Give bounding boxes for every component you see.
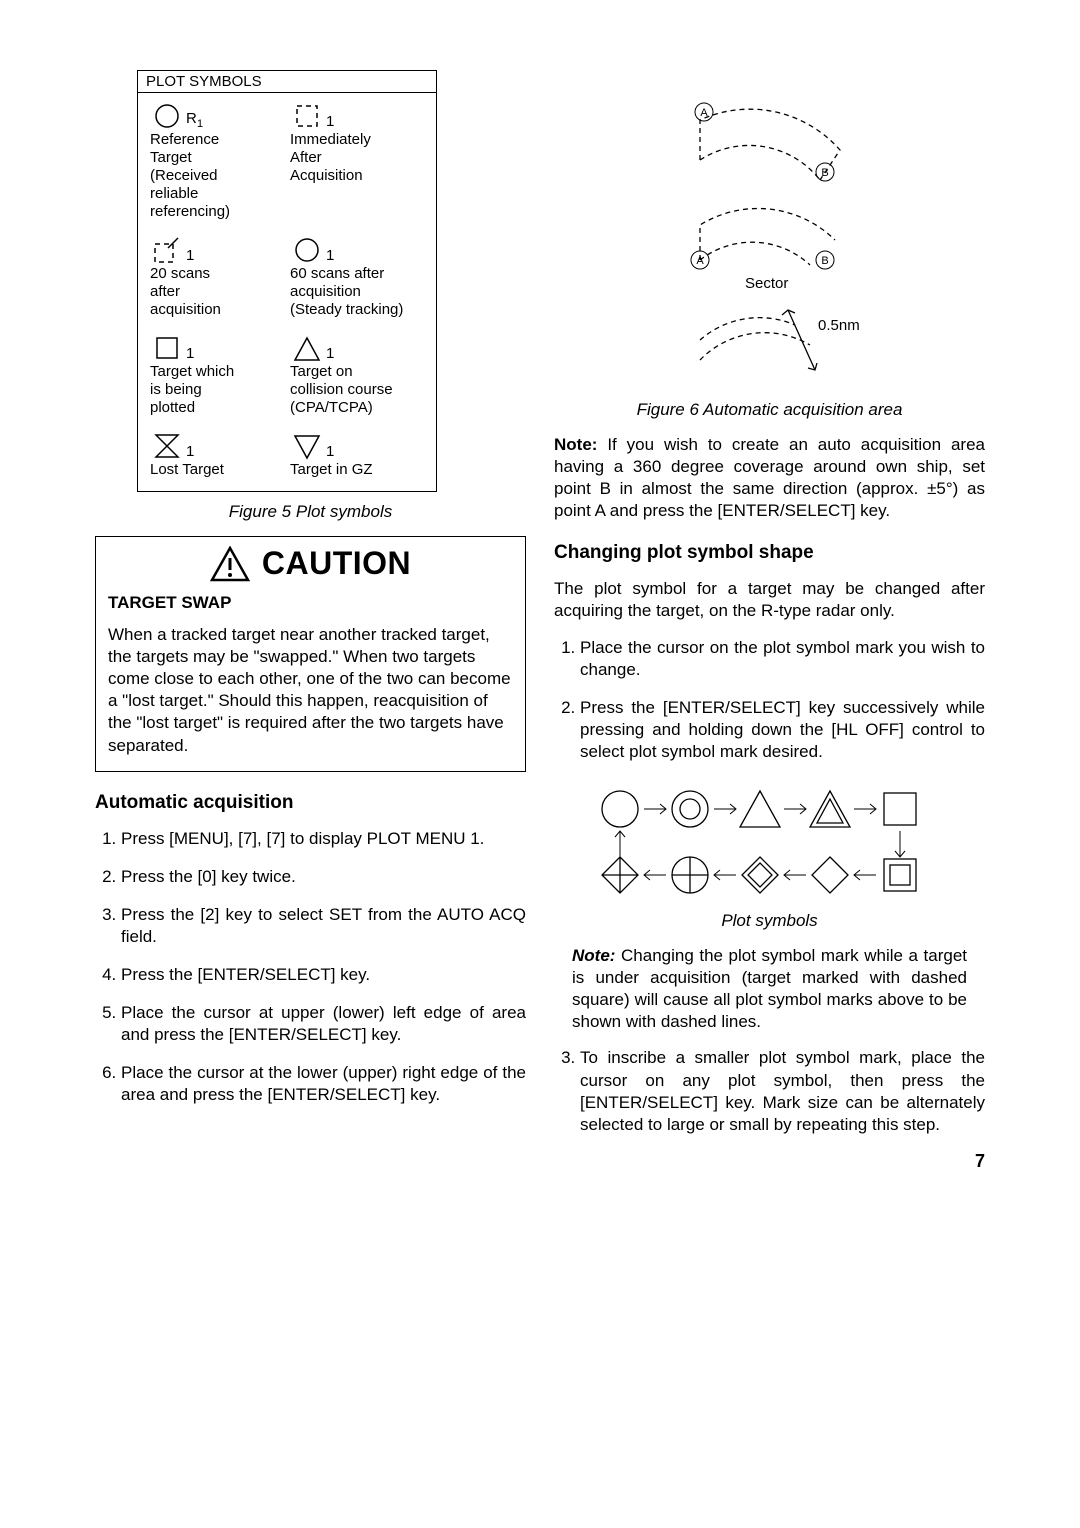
- changing-heading: Changing plot symbol shape: [554, 542, 985, 564]
- note-360: Note: If you wish to create an auto acqu…: [554, 434, 985, 522]
- figure5-caption: Figure 5 Plot symbols: [95, 502, 526, 522]
- sector-label: Sector: [745, 275, 788, 292]
- list-item: Place the cursor at the lower (upper) ri…: [121, 1062, 526, 1106]
- sym-sub: 1: [326, 345, 334, 363]
- list-item: Press the [ENTER/SELECT] key successivel…: [580, 697, 985, 763]
- list-item: Press the [ENTER/SELECT] key.: [121, 964, 526, 986]
- caution-subtitle: TARGET SWAP: [108, 592, 513, 614]
- list-item: Place the cursor at upper (lower) left e…: [121, 1002, 526, 1046]
- changing-note: Note: Changing the plot symbol mark whil…: [572, 945, 967, 1033]
- warning-icon: [210, 546, 250, 582]
- changing-intro: The plot symbol for a target may be chan…: [554, 578, 985, 622]
- plot-cell: 1 Lost Target: [150, 431, 284, 479]
- svg-text:B: B: [821, 255, 828, 267]
- list-item: Press [MENU], [7], [7] to display PLOT M…: [121, 828, 526, 850]
- caution-title: CAUTION: [262, 545, 411, 582]
- sym-sub: 1: [326, 443, 334, 461]
- changing-steps-b: To inscribe a smaller plot symbol mark, …: [554, 1047, 985, 1135]
- dashed-square-vec-icon: [150, 235, 184, 265]
- circle-icon: [150, 101, 184, 131]
- plot-symbols-sequence: Plot symbols: [572, 779, 967, 931]
- plot-symbols-table: PLOT SYMBOLS R1 ReferenceTarget(Received…: [137, 70, 437, 492]
- hourglass-icon: [150, 431, 184, 461]
- auto-acq-steps: Press [MENU], [7], [7] to display PLOT M…: [95, 828, 526, 1107]
- plot-cell: 1 Target in GZ: [290, 431, 424, 479]
- sym-sub: 1: [186, 345, 194, 363]
- plot-cell: 1 ImmediatelyAfterAcquisition: [290, 101, 424, 221]
- plot-cell: 1 Target oncollision course(CPA/TCPA): [290, 333, 424, 417]
- auto-acq-heading: Automatic acquisition: [95, 792, 526, 814]
- list-item: Press the [0] key twice.: [121, 866, 526, 888]
- plot-symbols-title: PLOT SYMBOLS: [138, 71, 436, 93]
- sym-sub: 1: [186, 443, 194, 461]
- svg-text:B: B: [821, 167, 828, 179]
- plot-cell: 1 20 scansafteracquisition: [150, 235, 284, 319]
- list-item: To inscribe a smaller plot symbol mark, …: [580, 1047, 985, 1135]
- svg-text:A: A: [696, 255, 704, 267]
- page-number: 7: [975, 1151, 985, 1172]
- sym-sub: 1: [186, 247, 194, 265]
- seq-caption: Plot symbols: [572, 911, 967, 931]
- plot-cell: R1 ReferenceTarget(Receivedreliablerefer…: [150, 101, 284, 221]
- plot-cell: 1 60 scans afteracquisition(Steady track…: [290, 235, 424, 319]
- changing-steps-a: Place the cursor on the plot symbol mark…: [554, 637, 985, 763]
- triangle-down-icon: [290, 431, 324, 461]
- figure6: A B A B Sector 0.5nm: [554, 70, 985, 390]
- halfnm-label: 0.5nm: [818, 317, 860, 334]
- caution-body: When a tracked target near another track…: [108, 624, 513, 757]
- plot-cell: 1 Target whichis beingplotted: [150, 333, 284, 417]
- figure6-caption: Figure 6 Automatic acquisition area: [554, 400, 985, 420]
- caution-box: CAUTION TARGET SWAP When a tracked targe…: [95, 536, 526, 772]
- square-icon: [150, 333, 184, 363]
- svg-text:A: A: [700, 107, 708, 119]
- triangle-up-icon: [290, 333, 324, 363]
- list-item: Place the cursor on the plot symbol mark…: [580, 637, 985, 681]
- sym-sub: 1: [326, 247, 334, 265]
- sym-sub: 1: [326, 113, 334, 131]
- dashed-square-icon: [290, 101, 324, 131]
- circle-icon: [290, 235, 324, 265]
- list-item: Press the [2] key to select SET from the…: [121, 904, 526, 948]
